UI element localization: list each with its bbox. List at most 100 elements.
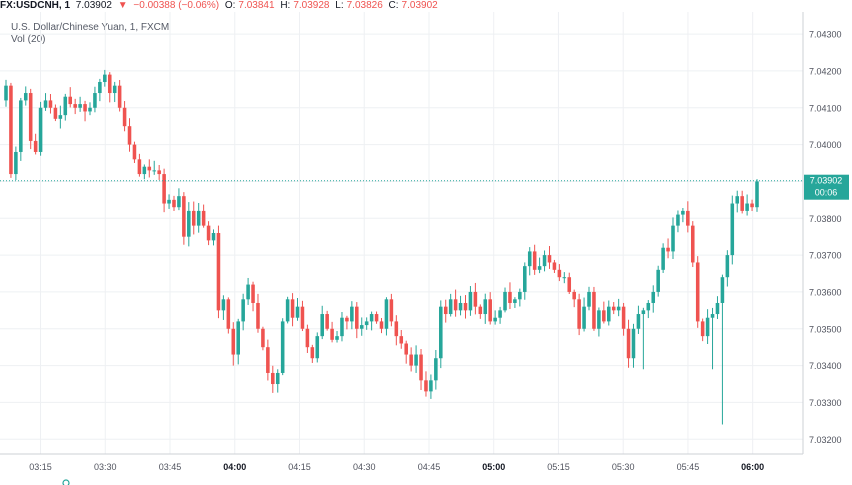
candle-body	[63, 96, 68, 116]
candle-down	[201, 204, 206, 228]
candle-body	[518, 291, 522, 300]
candle-body	[157, 170, 161, 175]
price-tick-label: 7.03300	[809, 398, 842, 408]
candle-up	[641, 307, 646, 370]
candle-body	[48, 100, 53, 108]
candle-body	[73, 104, 77, 108]
candle-body	[730, 203, 735, 256]
candle-body	[715, 302, 720, 315]
candle-body	[542, 255, 547, 267]
candle-body	[602, 310, 606, 322]
candle-down	[216, 225, 221, 319]
candle-up	[468, 286, 473, 316]
last-price-tag: 7.03902 00:06	[804, 174, 849, 200]
candle-down	[394, 315, 399, 346]
candle-up	[582, 297, 586, 332]
time-axis[interactable]: 03:15 03:30 03:45 04:00 04:15 04:30 04:45 05:00…	[29, 462, 764, 472]
candle-body	[577, 299, 581, 329]
candle-body	[626, 328, 631, 359]
candle-body	[14, 151, 18, 175]
candle-down	[251, 281, 255, 312]
candle-body	[498, 310, 502, 318]
candle-up	[735, 190, 740, 213]
candle-body	[4, 85, 8, 101]
candle-up	[597, 307, 601, 337]
candle-down	[443, 299, 448, 323]
candle-down	[107, 72, 112, 103]
candle-up	[537, 257, 542, 274]
candle-body	[300, 306, 305, 329]
candle-up	[280, 318, 285, 376]
candle-body	[745, 203, 749, 211]
candle-up	[142, 164, 147, 180]
time-tick-label: 03:45	[159, 462, 182, 472]
candle-up	[88, 102, 92, 116]
candle-body	[389, 299, 394, 322]
change-value: −0.00388 (−0.06%)	[133, 0, 220, 11]
volume-indicator-label[interactable]: Vol (20)	[11, 34, 46, 45]
high-label: H:	[280, 0, 291, 11]
candle-down	[621, 302, 626, 336]
candle-up	[236, 318, 240, 365]
candle-down	[226, 297, 231, 334]
candle-down	[508, 282, 512, 309]
candle-up	[681, 207, 685, 223]
candle-body	[216, 233, 221, 311]
candle-body	[310, 347, 315, 359]
candle-body	[384, 299, 389, 329]
candle-body	[562, 277, 567, 279]
candle-body	[345, 317, 349, 322]
open-value: 7.03841	[238, 0, 275, 11]
candle-up	[745, 194, 749, 216]
candle-body	[399, 336, 404, 344]
candle-up	[369, 311, 374, 331]
candle-body	[251, 284, 255, 303]
candle-body	[409, 354, 413, 366]
candle-body	[552, 262, 557, 270]
price-axis[interactable]: 7.043007.042007.041007.040007.039007.038…	[809, 30, 842, 445]
candle-body	[523, 266, 527, 292]
candle-down	[191, 201, 196, 235]
candle-up	[439, 300, 443, 369]
candle-body	[147, 166, 152, 171]
candle-up	[78, 96, 82, 112]
candle-body	[290, 299, 295, 318]
candle-down	[424, 371, 428, 397]
time-tick-label: 05:15	[547, 462, 570, 472]
candle-body	[211, 233, 216, 241]
candle-down	[700, 318, 705, 342]
candle-up	[320, 305, 324, 340]
candle-down	[399, 330, 404, 349]
symbol-name[interactable]: FX:USDCNH, 1	[0, 0, 71, 11]
candle-up	[523, 262, 527, 300]
candle-body	[182, 196, 186, 237]
candle-up	[335, 331, 339, 343]
candle-body	[458, 302, 463, 311]
candle-down	[478, 304, 483, 319]
candle-up	[364, 317, 369, 330]
candle-down	[557, 264, 562, 282]
candle-up	[177, 188, 181, 211]
candle-body	[686, 210, 690, 226]
candle-up	[211, 229, 216, 246]
candle-down	[567, 272, 572, 294]
candle-body	[429, 380, 433, 392]
candle-body	[221, 299, 226, 311]
candle-body	[196, 210, 201, 226]
candle-body	[493, 317, 497, 322]
candle-body	[646, 302, 651, 311]
candle-down	[127, 118, 132, 152]
candle-body	[394, 321, 399, 337]
candle-up	[187, 202, 191, 247]
candle-down	[374, 311, 379, 324]
candle-up	[661, 243, 665, 273]
candle-up	[241, 293, 245, 331]
candle-up	[606, 300, 611, 326]
candle-body	[478, 306, 483, 315]
candle-body	[231, 328, 236, 355]
candle-down	[231, 322, 236, 366]
candle-body	[631, 328, 636, 359]
candle-up	[587, 286, 591, 311]
candle-up	[448, 293, 453, 317]
